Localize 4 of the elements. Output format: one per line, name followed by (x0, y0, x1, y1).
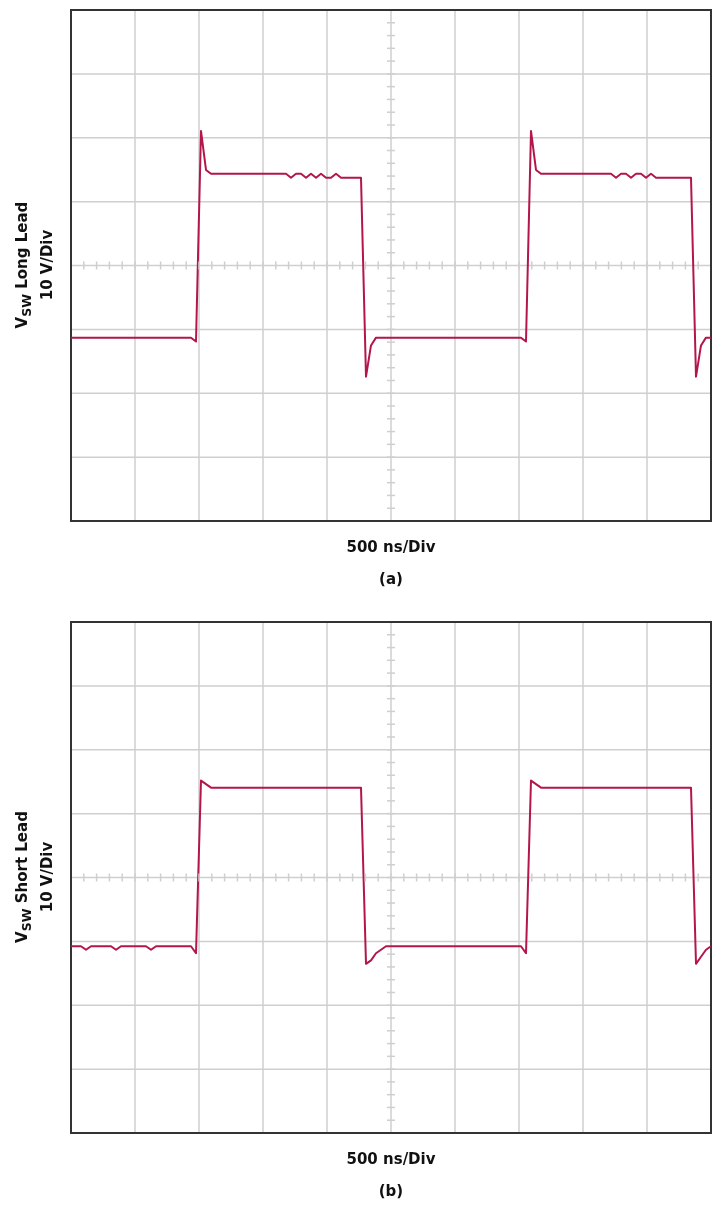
x-axis-title: 500 ns/Div (345, 538, 437, 556)
x-axis-title: 500 ns/Div (345, 1150, 437, 1168)
text: (a) (378, 570, 404, 588)
text: (b) (377, 1182, 405, 1200)
